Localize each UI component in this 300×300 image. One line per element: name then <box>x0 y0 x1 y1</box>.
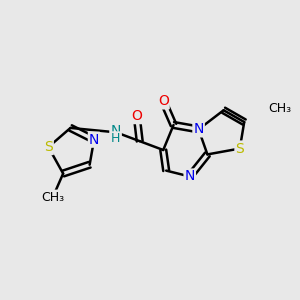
Text: N: N <box>110 124 121 138</box>
Text: H: H <box>111 132 120 145</box>
Text: N: N <box>89 133 99 147</box>
Text: CH₃: CH₃ <box>268 102 291 115</box>
Text: S: S <box>236 142 244 155</box>
Text: O: O <box>131 109 142 123</box>
Text: N: N <box>194 122 204 136</box>
Text: O: O <box>158 94 169 108</box>
Text: N: N <box>184 169 195 184</box>
Text: CH₃: CH₃ <box>41 190 64 204</box>
Text: S: S <box>44 140 53 154</box>
